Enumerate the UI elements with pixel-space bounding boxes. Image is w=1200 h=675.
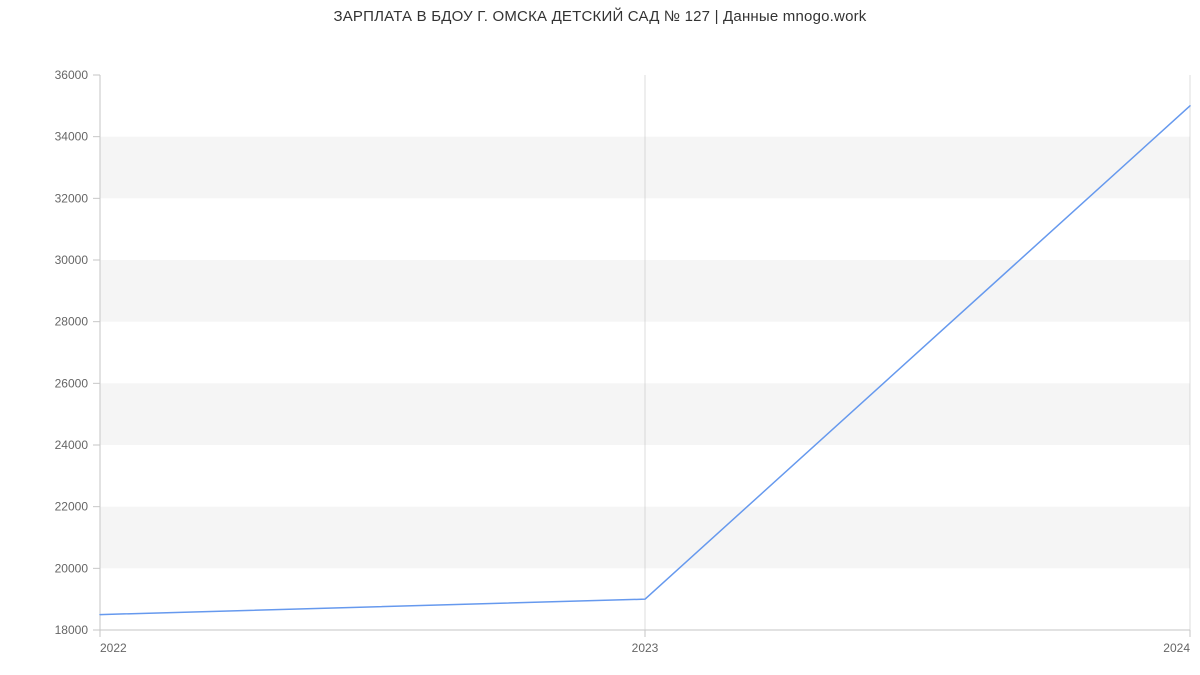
x-tick-label: 2024 (1163, 641, 1190, 655)
chart-title: ЗАРПЛАТА В БДОУ Г. ОМСКА ДЕТСКИЙ САД № 1… (0, 0, 1200, 25)
y-tick-label: 36000 (55, 68, 89, 82)
y-tick-label: 32000 (55, 191, 89, 205)
x-tick-label: 2022 (100, 641, 127, 655)
chart-svg: 18000 20000 22000 24000 26000 28000 30000 32000… (0, 25, 1200, 675)
y-tick-label: 34000 (55, 130, 89, 144)
x-tick-label: 2023 (632, 641, 659, 655)
y-tick-label: 18000 (55, 623, 89, 637)
y-tick-label: 28000 (55, 315, 89, 329)
y-tick-label: 24000 (55, 438, 89, 452)
y-tick-label: 26000 (55, 376, 89, 390)
y-tick-label: 30000 (55, 253, 89, 267)
y-tick-label: 22000 (55, 500, 89, 514)
y-tick-label: 20000 (55, 561, 89, 575)
line-chart: ЗАРПЛАТА В БДОУ Г. ОМСКА ДЕТСКИЙ САД № 1… (0, 0, 1200, 650)
